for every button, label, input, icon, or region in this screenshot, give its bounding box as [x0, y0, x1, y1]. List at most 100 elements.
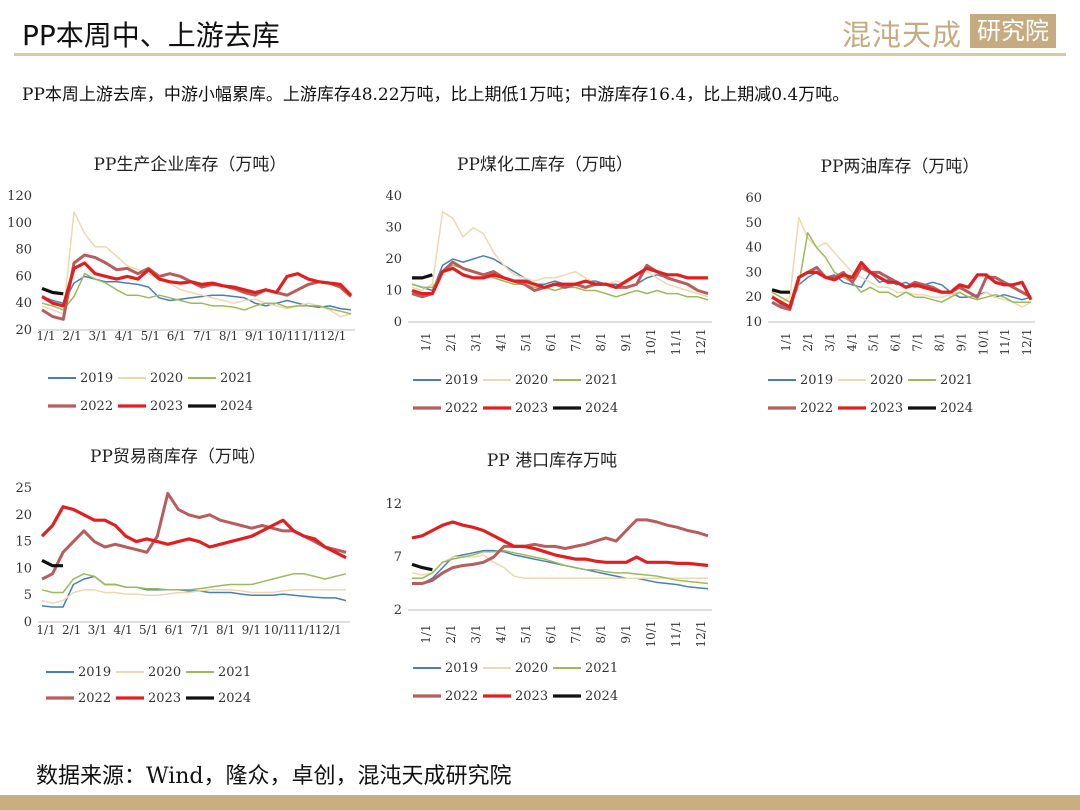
legend-label-2019: 2019 — [800, 373, 833, 388]
y-tick-label: 100 — [7, 216, 32, 231]
x-tick-label: 9/1 — [245, 329, 264, 343]
legend-label-2020: 2020 — [150, 371, 183, 386]
brand-logo: 混沌天成 研究院 — [842, 12, 1058, 52]
legend-label-2022: 2022 — [800, 401, 833, 416]
x-tick-label: 4/1 — [494, 332, 508, 351]
y-tick-label: 40 — [15, 296, 32, 311]
x-tick-label: 1/1 — [779, 332, 793, 351]
x-tick-label: 2/1 — [62, 329, 81, 343]
legend-label-2020: 2020 — [515, 661, 548, 676]
x-tick-label: 8/1 — [219, 329, 238, 343]
legend-label-2019: 2019 — [80, 371, 113, 386]
chart-title: PP贸易商库存（万吨） — [90, 447, 266, 467]
y-tick-label: 30 — [745, 265, 762, 280]
x-tick-label: 7/1 — [193, 329, 212, 343]
series-line-2024 — [41, 287, 64, 296]
x-tick-label: 11/1 — [998, 329, 1012, 356]
series-line-2023 — [411, 520, 709, 568]
chart-5: PP 港口库存万吨 2 7 12 1/1 2/1 3/1 4/1 5/1 6/1 7/1 8/1 9/1… — [385, 451, 712, 704]
y-tick-label: 0 — [24, 615, 32, 630]
y-tick-label: 10 — [385, 284, 402, 299]
x-tick-label: 12/1 — [1020, 329, 1034, 356]
series-line-2022 — [412, 518, 709, 585]
logo-box-text: 研究院 — [970, 14, 1056, 48]
y-tick-label: 5 — [24, 588, 32, 603]
x-tick-label: 2/1 — [801, 332, 815, 351]
x-tick-label: 7/1 — [569, 332, 583, 351]
y-tick-label: 80 — [15, 243, 32, 258]
legend-label-2021: 2021 — [940, 373, 973, 388]
footer-bar — [0, 795, 1080, 810]
y-tick-label: 40 — [745, 241, 762, 256]
series-line-2024 — [771, 288, 790, 294]
logo-text: 混沌天成 — [842, 18, 963, 52]
legend-label-2019: 2019 — [78, 665, 111, 680]
y-tick-label: 10 — [15, 561, 32, 576]
series-line-2020 — [41, 211, 352, 318]
series-line-2022 — [41, 491, 347, 581]
y-tick-label: 0 — [394, 315, 402, 330]
legend-label-2024: 2024 — [585, 401, 618, 416]
x-tick-label: 11/1 — [289, 623, 316, 637]
x-tick-label: 5/1 — [519, 332, 533, 351]
x-tick-label: 7/1 — [569, 624, 583, 643]
y-tick-label: 20 — [15, 508, 32, 523]
legend-label-2021: 2021 — [585, 661, 618, 676]
x-tick-label: 2/1 — [444, 332, 458, 351]
x-tick-label: 10/1 — [976, 329, 990, 356]
legend-label-2020: 2020 — [515, 373, 548, 388]
x-tick-label: 10/1 — [264, 623, 291, 637]
x-tick-label: 9/1 — [619, 332, 633, 351]
y-tick-label: 50 — [745, 216, 762, 231]
x-tick-label: 3/1 — [823, 332, 837, 351]
legend-label-2022: 2022 — [445, 401, 478, 416]
summary-text: PP本周上游去库，中游小幅累库。上游库存48.22万吨，比上期低1万吨；中游库存… — [22, 85, 850, 105]
legend-label-2020: 2020 — [870, 373, 903, 388]
x-tick-label: 2/1 — [444, 624, 458, 643]
x-tick-label: 3/1 — [89, 329, 108, 343]
x-tick-label: 11/1 — [669, 621, 683, 648]
y-tick-label: 120 — [7, 189, 32, 204]
series-line-2023 — [411, 266, 708, 296]
x-tick-label: 6/1 — [544, 332, 558, 351]
series-line-2021 — [41, 272, 352, 315]
x-tick-label: 3/1 — [88, 623, 107, 637]
series-line-2024 — [411, 562, 433, 572]
series-line-2021 — [771, 231, 1031, 303]
series-line-2019 — [41, 575, 347, 608]
legend-label-2024: 2024 — [218, 691, 251, 706]
x-tick-label: 6/1 — [544, 624, 558, 643]
y-tick-label: 12 — [385, 497, 402, 512]
x-tick-label: 9/1 — [242, 623, 261, 637]
y-tick-label: 60 — [15, 269, 32, 284]
series-line-2024 — [41, 558, 63, 568]
legend-label-2019: 2019 — [445, 373, 478, 388]
series-line-2023 — [41, 261, 353, 308]
series-line-2020 — [771, 217, 1032, 308]
x-tick-label: 4/1 — [494, 624, 508, 643]
chart-title: PP 港口库存万吨 — [487, 451, 617, 471]
x-tick-label: 8/1 — [216, 623, 235, 637]
y-tick-label: 10 — [745, 315, 762, 330]
x-tick-label: 12/1 — [694, 329, 708, 356]
x-tick-label: 1/1 — [419, 332, 433, 351]
y-tick-label: 25 — [15, 481, 32, 496]
x-tick-label: 9/1 — [954, 332, 968, 351]
header-divider — [14, 53, 1066, 56]
x-tick-label: 11/1 — [669, 329, 683, 356]
y-tick-label: 30 — [385, 221, 402, 236]
chart-title: PP生产企业库存（万吨） — [94, 155, 287, 175]
y-tick-label: 15 — [15, 535, 32, 550]
series-line-2024 — [412, 273, 433, 280]
legend-label-2024: 2024 — [585, 689, 618, 704]
chart-title: PP煤化工库存（万吨） — [457, 155, 633, 175]
x-tick-label: 9/1 — [619, 624, 633, 643]
x-tick-label: 1/1 — [36, 623, 55, 637]
x-tick-label: 3/1 — [469, 624, 483, 643]
x-tick-label: 6/1 — [165, 623, 184, 637]
x-tick-label: 10/1 — [644, 329, 658, 356]
series-line-2023 — [40, 505, 347, 560]
legend-label-2024: 2024 — [220, 399, 253, 414]
x-tick-label: 1/1 — [419, 624, 433, 643]
x-tick-label: 12/1 — [315, 623, 342, 637]
